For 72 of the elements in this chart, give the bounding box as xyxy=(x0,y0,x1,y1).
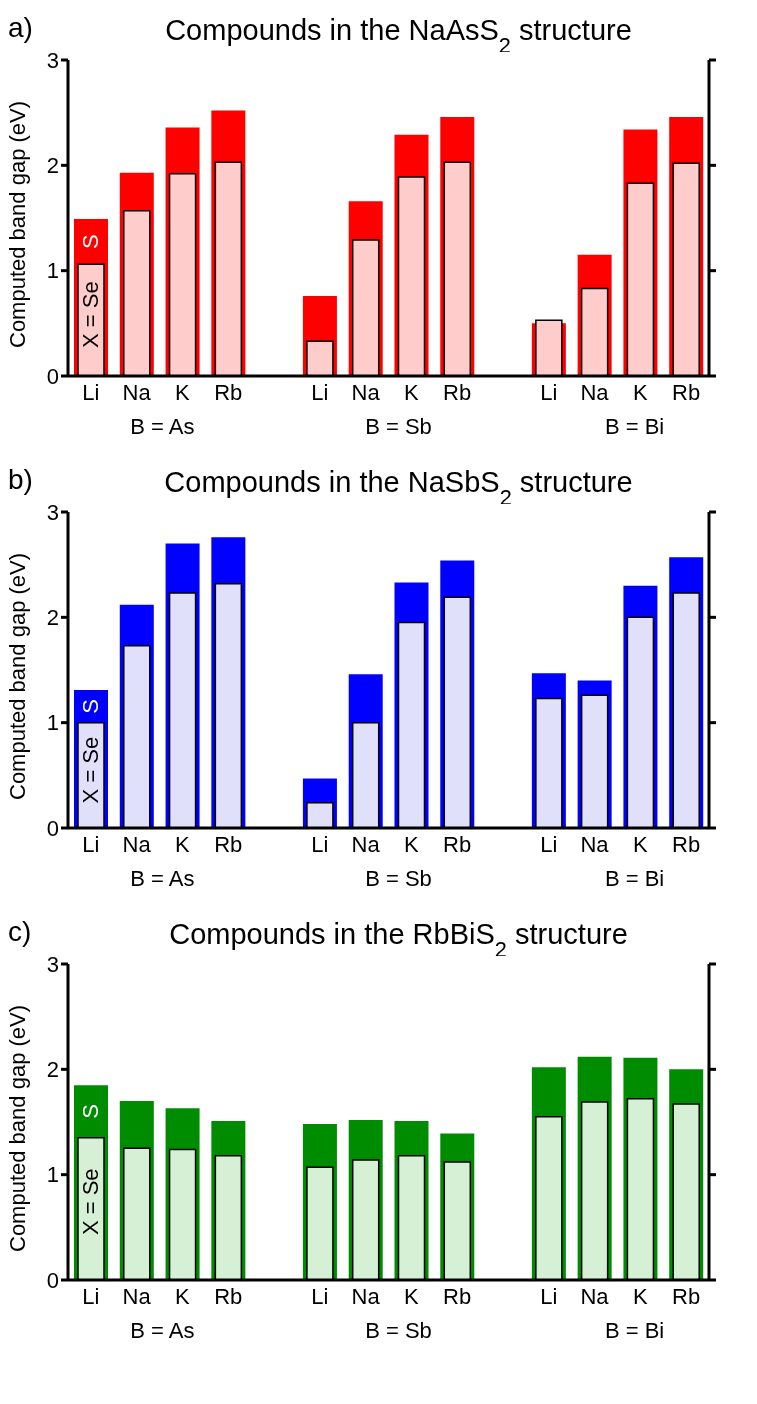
x-tick-label: Na xyxy=(580,831,610,857)
text: B = Bi xyxy=(603,1318,666,1344)
text: b) xyxy=(8,464,33,496)
x-tick-label: Rb xyxy=(672,831,701,857)
y-tick-label: 2 xyxy=(46,605,59,631)
y-tick-label: 2 xyxy=(46,153,59,179)
x-tick-label: Rb xyxy=(443,831,472,857)
series-label: X = Se xyxy=(78,736,104,804)
text: B = As xyxy=(129,414,196,440)
series-label: S xyxy=(78,1104,104,1119)
x-tick-label: Rb xyxy=(214,831,243,857)
chart-title: Compounds in the NaSbS$_{2}$ structure xyxy=(164,466,633,510)
x-tick-label: Li xyxy=(311,379,329,405)
series-label: S xyxy=(78,699,104,714)
text: B = Sb xyxy=(364,414,433,440)
y-tick-label: 0 xyxy=(46,815,59,841)
y-tick-label: 3 xyxy=(46,47,59,73)
text: B = Bi xyxy=(603,414,666,440)
x-tick-label: K xyxy=(632,379,648,405)
y-tick-label: 3 xyxy=(46,951,59,977)
x-tick-label: Li xyxy=(82,379,100,405)
x-tick-label: K xyxy=(175,379,191,405)
series-label: X = Se xyxy=(78,281,104,348)
x-tick-label: K xyxy=(404,831,420,857)
series-label: S xyxy=(78,234,104,250)
x-tick-label: K xyxy=(632,1283,648,1309)
x-tick-label: Rb xyxy=(443,379,472,405)
y-tick-label: 1 xyxy=(46,710,59,736)
x-tick-label: Na xyxy=(122,1283,152,1309)
x-tick-label: Rb xyxy=(214,379,243,405)
chart-title: Compounds in the NaAsS$_{2}$ structure xyxy=(165,14,632,58)
y-tick-label: 0 xyxy=(46,1267,59,1293)
text: B = Bi xyxy=(603,866,666,892)
text: B = Sb xyxy=(364,1318,433,1344)
x-tick-label: Li xyxy=(540,1283,558,1309)
y-axis-title: Computed band gap (eV) xyxy=(4,552,30,800)
text: a) xyxy=(8,12,33,44)
x-tick-label: K xyxy=(404,379,420,405)
x-tick-label: Na xyxy=(122,831,152,857)
x-tick-label: Rb xyxy=(672,379,701,405)
chart-title: Compounds in the RbBiS$_{2}$ structure xyxy=(169,918,628,962)
x-tick-label: Na xyxy=(351,831,381,857)
x-tick-label: Li xyxy=(82,831,100,857)
x-tick-label: Na xyxy=(580,379,610,405)
x-tick-label: Rb xyxy=(672,1283,701,1309)
y-tick-label: 2 xyxy=(46,1057,59,1083)
x-tick-label: Rb xyxy=(214,1283,243,1309)
x-tick-label: Li xyxy=(311,831,329,857)
x-tick-label: Na xyxy=(122,379,152,405)
x-tick-label: Li xyxy=(82,1283,100,1309)
x-tick-label: K xyxy=(404,1283,420,1309)
x-tick-label: Li xyxy=(311,1283,329,1309)
y-axis-title: Computed band gap (eV) xyxy=(4,100,30,348)
x-tick-label: Na xyxy=(351,1283,381,1309)
x-tick-label: Na xyxy=(580,1283,610,1309)
text: c) xyxy=(8,916,32,948)
x-tick-label: Li xyxy=(540,379,558,405)
x-tick-label: K xyxy=(175,1283,191,1309)
y-tick-label: 1 xyxy=(46,1162,59,1188)
y-axis-title: Computed band gap (eV) xyxy=(4,1004,30,1252)
series-label: X = Se xyxy=(78,1168,104,1236)
x-tick-label: Na xyxy=(351,379,381,405)
x-tick-label: K xyxy=(175,831,191,857)
y-tick-label: 1 xyxy=(46,258,59,284)
y-tick-label: 0 xyxy=(46,363,59,389)
text: B = As xyxy=(129,866,196,892)
y-tick-label: 3 xyxy=(46,499,59,525)
x-tick-label: Li xyxy=(540,831,558,857)
text: B = As xyxy=(129,1318,196,1344)
text: B = Sb xyxy=(364,866,433,892)
x-tick-label: K xyxy=(632,831,648,857)
x-tick-label: Rb xyxy=(443,1283,472,1309)
